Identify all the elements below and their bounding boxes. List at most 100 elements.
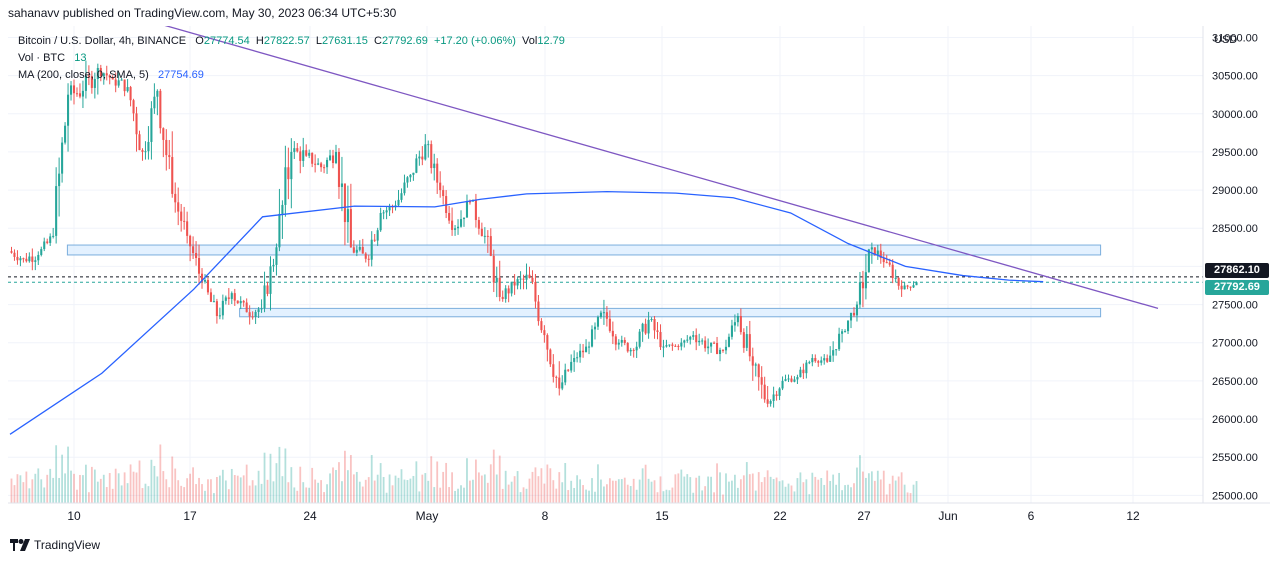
volume-bar — [909, 493, 912, 503]
candle-body — [311, 152, 314, 164]
volume-bar — [522, 487, 525, 503]
volume-bar — [338, 462, 340, 503]
candle-body — [885, 262, 888, 264]
candle-body — [736, 316, 739, 323]
legend-open: 27774.54 — [203, 35, 250, 47]
candle-body — [817, 361, 820, 363]
candle-body — [385, 210, 388, 213]
volume-bar — [409, 478, 412, 503]
candle-body — [570, 361, 573, 371]
candle-body — [745, 334, 748, 348]
candle-body — [605, 312, 608, 319]
volume-bar — [757, 472, 760, 503]
candle-body — [126, 87, 129, 92]
candle-body — [49, 236, 52, 243]
volume-bar — [466, 458, 468, 503]
volume-bar — [221, 469, 224, 503]
candle-body — [552, 364, 555, 377]
candle-body — [189, 235, 192, 247]
volume-bar — [162, 471, 165, 503]
volume-bar — [102, 474, 105, 503]
candle-body — [177, 202, 180, 212]
volume-bar — [96, 481, 99, 503]
volume-bar — [659, 476, 662, 503]
candle-body — [483, 235, 486, 237]
candle-body — [129, 87, 132, 101]
candle-body — [754, 364, 757, 366]
volume-bar — [177, 480, 180, 503]
volume-bar — [311, 467, 314, 503]
volume-bar — [320, 480, 322, 503]
volume-bar — [814, 476, 817, 503]
candle-body — [867, 249, 870, 273]
volume-bar — [754, 490, 757, 503]
candle-body — [510, 281, 513, 294]
candle-body — [852, 312, 856, 316]
volume-bar — [525, 488, 528, 503]
volume-bar — [573, 487, 576, 503]
candle-body — [659, 331, 662, 348]
volume-bar — [332, 467, 334, 503]
volume-bar — [349, 454, 352, 503]
candle-body — [433, 163, 436, 169]
candle-body — [596, 316, 600, 327]
volume-bar — [156, 476, 159, 503]
volume-bar — [591, 478, 593, 503]
currency-label[interactable]: USD — [1214, 34, 1238, 46]
volume-bar — [870, 471, 873, 503]
volume-bar — [546, 464, 549, 503]
candle-body — [748, 334, 751, 357]
volume-bar — [719, 472, 721, 503]
legend-open-key: O — [195, 35, 204, 47]
volume-bar — [769, 476, 772, 503]
volume-bar — [912, 484, 915, 503]
footer-brand[interactable]: TradingView — [10, 538, 100, 552]
chart-frame[interactable]: 31000.00 30500.00 30000.00 29500.00 29000.00… — [0, 26, 1280, 536]
candle-body — [582, 350, 585, 353]
price-tick: 27500.00 — [1212, 300, 1258, 312]
candle-body — [793, 379, 796, 382]
volume-bar — [233, 475, 236, 503]
volume-bar — [811, 472, 814, 503]
volume-bar — [275, 463, 278, 503]
volume-bar — [373, 480, 376, 503]
legend-vol: 12.79 — [537, 35, 565, 47]
volume-bar — [492, 449, 495, 503]
volume-bar — [856, 467, 858, 503]
candle-body — [567, 369, 570, 371]
candle-body — [287, 167, 290, 180]
volume-bar — [781, 480, 784, 503]
candle-body — [623, 339, 626, 343]
volume-bar — [888, 483, 891, 503]
candle-body — [200, 273, 204, 282]
candle-body — [778, 388, 781, 396]
chart-canvas[interactable]: 31000.00 30500.00 30000.00 29500.00 29000.00… — [0, 26, 1280, 536]
volume-bar — [210, 479, 212, 503]
legend-volume: Vol · BTC 13 — [18, 52, 87, 64]
candle-body — [459, 219, 463, 227]
volume-bar — [64, 473, 66, 503]
legend-symbol: Bitcoin / U.S. Dollar, 4h, BINANCE — [18, 35, 187, 47]
volume-bar — [835, 484, 838, 503]
candle-body — [355, 249, 358, 253]
volume-bar — [10, 478, 13, 503]
candle-body — [340, 183, 343, 187]
candle-body — [424, 144, 427, 160]
candle-body — [412, 172, 415, 175]
volume-bar — [897, 476, 900, 503]
candle-body — [69, 85, 73, 95]
volume-bar — [585, 489, 587, 503]
volume-bar — [549, 468, 552, 503]
trendline-line[interactable] — [113, 26, 1159, 310]
candle-body — [644, 323, 647, 334]
volume-bar — [582, 485, 584, 503]
candle-body — [370, 239, 373, 260]
volume-bar — [49, 468, 52, 503]
candle-body — [242, 301, 245, 303]
volume-bar — [120, 485, 123, 503]
price-tick: 26000.00 — [1212, 414, 1258, 426]
volume-bar — [52, 477, 55, 503]
legend-vol-key: Vol — [522, 35, 538, 47]
volume-bar — [594, 491, 596, 503]
time-tick: 15 — [655, 509, 669, 523]
